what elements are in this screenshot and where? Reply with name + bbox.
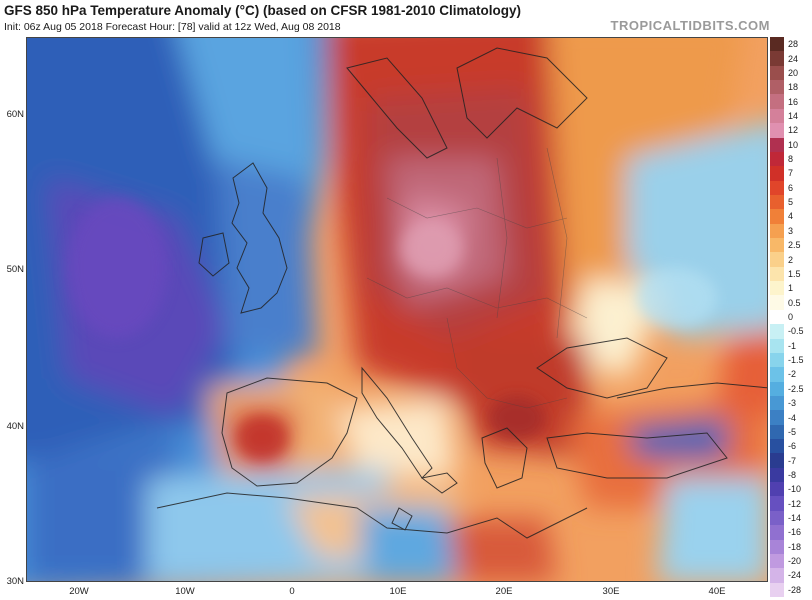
colorbar-label: -4 (788, 412, 797, 423)
colorbar-label: 0 (788, 312, 794, 322)
colorbar-label: -8 (788, 469, 797, 480)
colorbar-swatch (770, 295, 784, 311)
colorbar-swatch (770, 37, 784, 52)
colorbar-label: 1.5 (788, 268, 801, 279)
colorbar-label: 0.5 (788, 297, 801, 308)
colorbar-swatch (770, 381, 784, 397)
colorbar-label: 7 (788, 168, 794, 179)
colorbar-swatch (770, 94, 784, 110)
colorbar-label: 18 (788, 82, 799, 93)
colorbar-label: -7 (788, 455, 797, 466)
lon-label: 10W (175, 586, 195, 597)
colorbar-swatch (770, 467, 784, 483)
colorbar-swatch (770, 65, 784, 81)
colorbar-swatch (770, 252, 784, 268)
colorbar-swatch (770, 123, 784, 138)
lon-label: 40E (708, 586, 726, 597)
colorbar-swatch (770, 194, 784, 210)
colorbar-swatch (770, 309, 784, 325)
colorbar-swatch (770, 151, 784, 167)
colorbar-label: 2.5 (788, 240, 801, 251)
colorbar-label: -3 (788, 398, 797, 409)
colorbar-swatch (770, 209, 784, 225)
lon-label: 20E (495, 586, 513, 597)
colorbar-label: 28 (788, 39, 799, 50)
colorbar-label: -1.5 (788, 355, 804, 366)
colorbar-swatch (770, 166, 784, 182)
lon-label: 30E (602, 586, 620, 597)
colorbar-swatch (770, 553, 784, 569)
colorbar-label: -0.5 (788, 326, 804, 337)
lat-label: 60N (6, 109, 24, 120)
colorbar-label: -18 (788, 541, 802, 552)
lon-label: 0 (289, 586, 295, 597)
brand-watermark[interactable]: TROPICALTIDBITS.COM (610, 18, 770, 33)
colorbar-label: -2 (788, 369, 797, 380)
colorbar-swatch (770, 482, 784, 497)
colorbar-swatch (770, 582, 784, 598)
colorbar-swatch (770, 51, 784, 67)
colorbar-swatch (770, 80, 784, 95)
colorbar (770, 37, 784, 598)
colorbar-swatch (770, 223, 784, 239)
colorbar-label: -28 (788, 584, 802, 595)
colorbar-swatch (770, 266, 784, 282)
colorbar-swatch (770, 338, 784, 354)
colorbar-swatch (770, 410, 784, 426)
colorbar-label: -24 (788, 570, 802, 581)
colorbar-label: 3 (788, 225, 794, 236)
colorbar-swatch (770, 108, 784, 124)
anomaly-map (26, 37, 768, 582)
colorbar-label: 14 (788, 110, 799, 121)
colorbar-swatch (770, 525, 784, 541)
colorbar-label: 12 (788, 125, 799, 136)
colorbar-swatch (770, 395, 784, 411)
colorbar-label: 4 (788, 211, 794, 222)
colorbar-swatch (770, 180, 784, 196)
colorbar-swatch (770, 568, 784, 584)
anomaly-field (27, 38, 767, 581)
map-title: GFS 850 hPa Temperature Anomaly (°C) (ba… (4, 3, 522, 18)
colorbar-swatch (770, 137, 784, 153)
colorbar-label: -1 (788, 340, 797, 351)
colorbar-swatch (770, 439, 784, 454)
colorbar-swatch (770, 424, 784, 440)
colorbar-label: 16 (788, 96, 799, 107)
colorbar-label: 2 (788, 254, 794, 265)
colorbar-label: 24 (788, 53, 799, 64)
lon-label: 10E (389, 586, 407, 597)
colorbar-swatch (770, 238, 784, 253)
colorbar-label: -5 (788, 426, 797, 437)
colorbar-label: 1 (788, 283, 794, 294)
colorbar-label: 5 (788, 197, 794, 208)
lat-label: 50N (6, 264, 24, 275)
colorbar-label: -20 (788, 556, 802, 567)
colorbar-swatch (770, 352, 784, 368)
lat-label: 40N (6, 421, 24, 432)
colorbar-label: 10 (788, 139, 799, 150)
colorbar-swatch (770, 496, 784, 512)
colorbar-swatch (770, 453, 784, 469)
colorbar-swatch (770, 510, 784, 526)
colorbar-label: -12 (788, 498, 802, 509)
colorbar-swatch (770, 324, 784, 340)
lon-label: 20W (69, 586, 89, 597)
lat-label: 30N (6, 576, 24, 587)
colorbar-label: 6 (788, 182, 794, 193)
colorbar-label: -6 (788, 441, 797, 452)
colorbar-swatch (770, 281, 784, 296)
colorbar-swatch (770, 367, 784, 383)
colorbar-label: 20 (788, 67, 799, 78)
colorbar-swatch (770, 539, 784, 555)
forecast-info: Init: 06z Aug 05 2018 Forecast Hour: [78… (4, 21, 341, 33)
colorbar-label: -14 (788, 513, 802, 524)
colorbar-label: -2.5 (788, 383, 804, 394)
header: GFS 850 hPa Temperature Anomaly (°C) (ba… (0, 0, 812, 37)
colorbar-label: 8 (788, 154, 794, 165)
colorbar-label: -16 (788, 527, 802, 538)
colorbar-label: -10 (788, 484, 802, 495)
